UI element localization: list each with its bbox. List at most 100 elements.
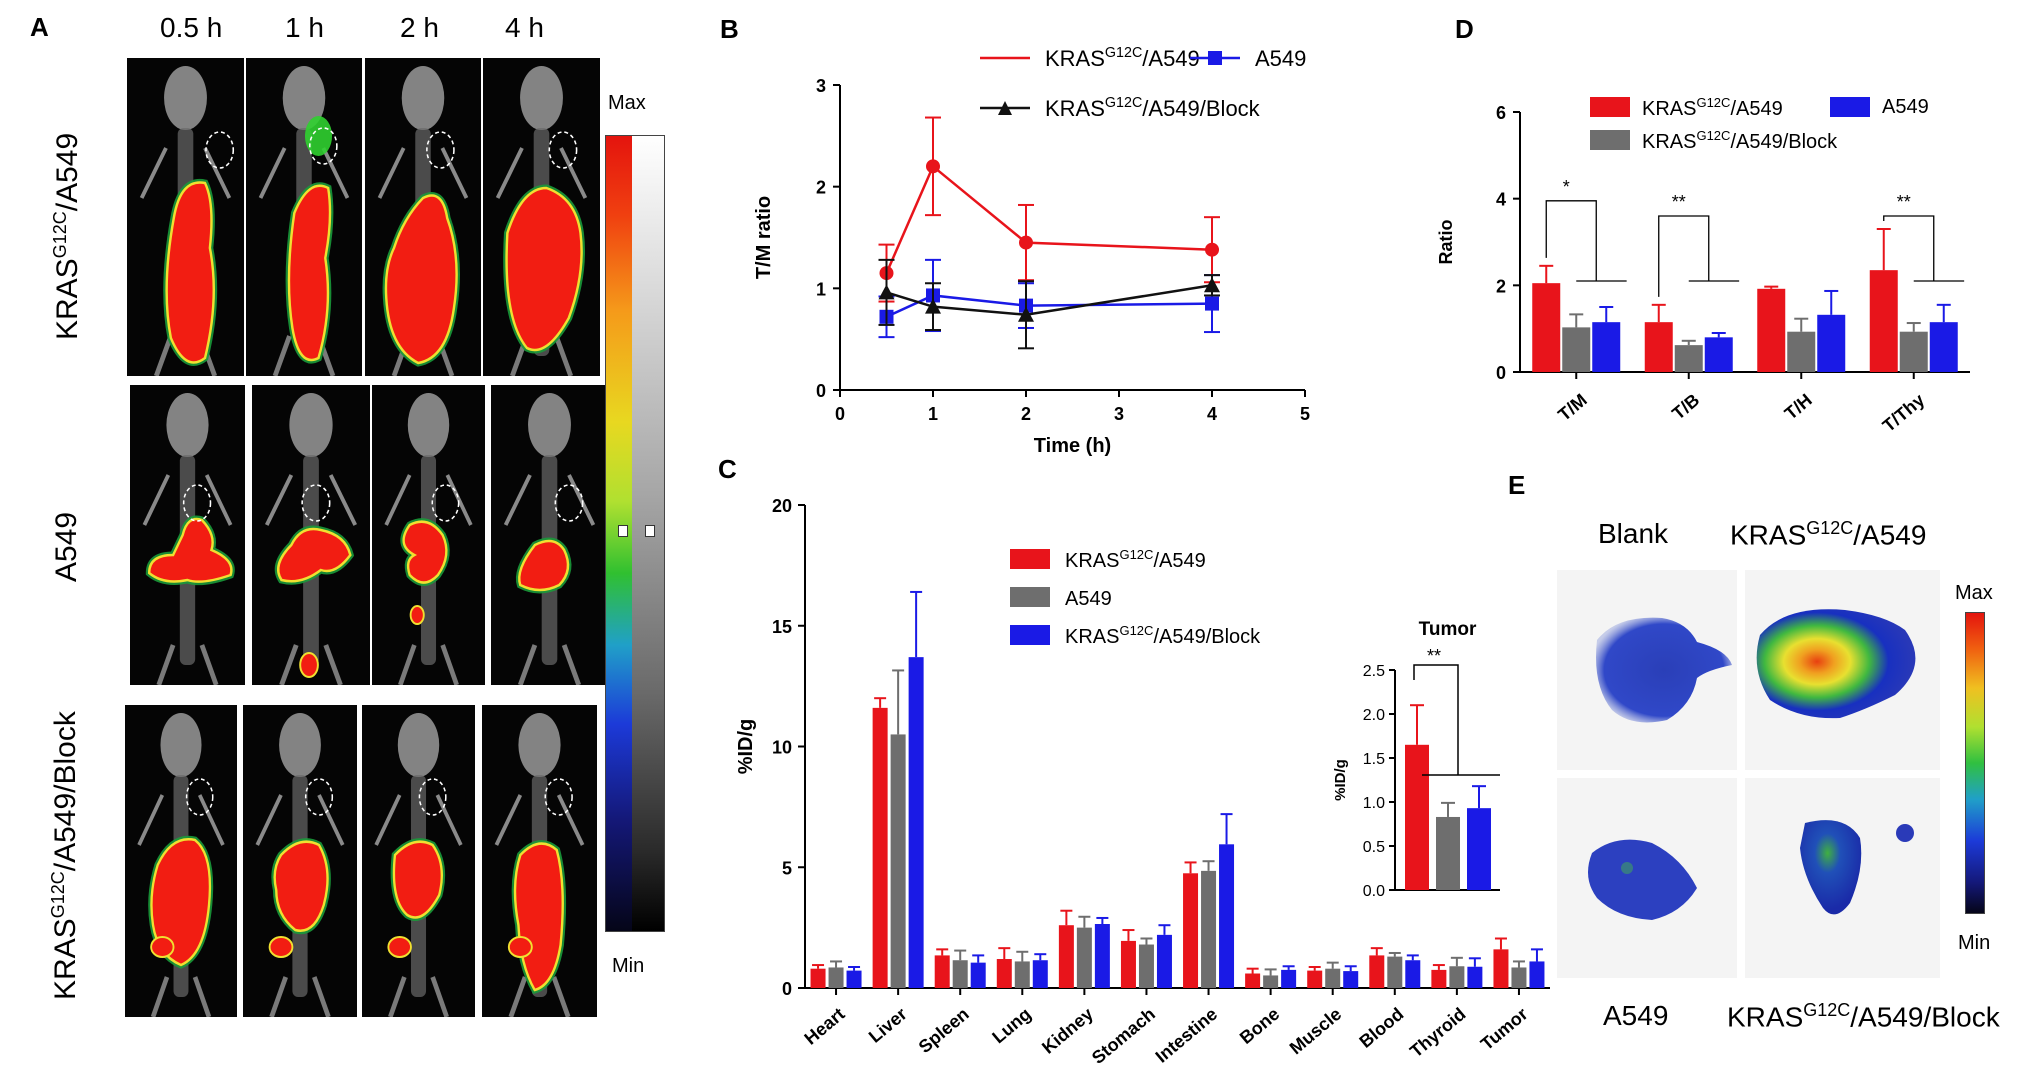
limb-shape xyxy=(517,644,538,685)
inset-sig-bracket xyxy=(1413,664,1459,775)
skull-shape xyxy=(518,713,561,777)
limb-shape xyxy=(156,644,176,685)
bar-2-2 xyxy=(970,962,986,988)
pet-scan-r0-c3 xyxy=(483,58,600,376)
y-tick-label: 20 xyxy=(772,496,792,516)
bar-2-10 xyxy=(1467,966,1483,988)
skull-shape xyxy=(166,393,209,457)
tumor-circle xyxy=(185,778,214,816)
bar-2-8 xyxy=(1343,971,1359,988)
point-0-2 xyxy=(1019,235,1033,250)
colorbar-a-handle-2[interactable] xyxy=(645,525,655,537)
bar-1-1 xyxy=(1674,345,1703,372)
bar-2-3 xyxy=(1032,960,1048,988)
chart-d-ratio-bars: 0 2 4 6 Ratio T/M * T/B ** T/H T/Thy ** KRASG12C/A54… xyxy=(1436,95,1970,436)
limb-shape xyxy=(197,794,225,846)
colorbar-e xyxy=(1965,612,1985,914)
limb-shape xyxy=(204,474,233,526)
panel-b-letter: B xyxy=(720,14,739,44)
time-label-0: 0.5 h xyxy=(160,12,223,43)
pet-scan-r0-c2 xyxy=(365,58,481,376)
e-label-blank: Blank xyxy=(1598,518,1669,549)
pet-scan-r1-c0 xyxy=(130,385,245,685)
limb-shape xyxy=(495,147,524,199)
limb-shape xyxy=(279,644,299,685)
y-tick-label: 3 xyxy=(816,76,826,96)
x-tick-label: Muscle xyxy=(1286,1004,1346,1059)
limb-shape xyxy=(269,976,288,1017)
x-tick-label: 2 xyxy=(1021,404,1031,424)
x-axis-label: Time (h) xyxy=(1034,435,1111,457)
uptake-region xyxy=(277,527,352,583)
limb-shape xyxy=(559,147,588,199)
spect-image-blank xyxy=(1557,570,1737,770)
limb-shape xyxy=(137,794,165,846)
y-tick-label: 1 xyxy=(816,279,826,299)
y-axis-label: T/M ratio xyxy=(753,196,775,279)
x-tick-label: 1 xyxy=(928,404,938,424)
x-tick-label: Liver xyxy=(865,1004,911,1047)
pet-scan-r1-c1 xyxy=(252,385,370,685)
e-label-kras: KRASG12C/A549 xyxy=(1730,518,1927,551)
skull-shape xyxy=(407,393,450,457)
bar-0-9 xyxy=(1369,955,1385,988)
bar-2-0 xyxy=(846,970,862,988)
bar-1-2 xyxy=(952,960,968,988)
tumor-circle xyxy=(431,484,460,522)
bar-1-10 xyxy=(1449,966,1465,988)
legend-swatch-block xyxy=(1590,130,1630,150)
x-tick-label: T/B xyxy=(1668,390,1703,424)
tumor-hotspot xyxy=(304,116,333,156)
pet-scan-r2-c1 xyxy=(243,705,357,1017)
time-label-2: 2 h xyxy=(400,12,439,43)
bar-0-2 xyxy=(1757,288,1786,372)
bar-0-3 xyxy=(996,959,1012,988)
legend-label-a549: A549 xyxy=(1882,96,1929,118)
sig-bracket-1 xyxy=(1658,215,1710,297)
bar-1-0 xyxy=(1562,327,1591,372)
x-tick-label: Bone xyxy=(1236,1004,1283,1048)
inset-y-tick-label: 1.5 xyxy=(1363,751,1385,768)
legend-swatch-2 xyxy=(1010,625,1050,645)
tumor-circle xyxy=(426,131,455,169)
inset-bar-1 xyxy=(1436,816,1460,890)
panel-e-letter: E xyxy=(1508,470,1526,500)
bar-1-2 xyxy=(1787,331,1816,372)
point-2-1 xyxy=(925,298,941,314)
tumor-circle xyxy=(301,484,331,522)
pet-scan-r0-c1 xyxy=(246,58,362,376)
colorbar-a-handle-1[interactable] xyxy=(618,525,628,537)
pet-scan-r2-c3 xyxy=(482,705,597,1017)
bar-2-1 xyxy=(908,657,924,988)
inset-bar-0 xyxy=(1405,744,1429,890)
tumor-circle xyxy=(304,778,334,816)
pet-scan-r2-c0 xyxy=(125,705,237,1017)
uptake-region xyxy=(505,186,583,352)
inset-y-tick-label: 2.0 xyxy=(1363,707,1385,724)
bar-2-4 xyxy=(1094,924,1110,988)
y-tick-label: 2 xyxy=(1496,276,1506,296)
skull-shape xyxy=(289,393,333,457)
limb-shape xyxy=(398,644,417,685)
bar-1-9 xyxy=(1387,956,1403,988)
bar-0-4 xyxy=(1058,925,1074,988)
bar-2-1 xyxy=(1704,337,1733,372)
bar-0-1 xyxy=(872,707,888,988)
uptake-region xyxy=(268,936,294,958)
x-tick-label: Lung xyxy=(988,1004,1035,1048)
colorbar-a-min: Min xyxy=(612,955,645,977)
limb-shape xyxy=(139,147,168,199)
tumor-circle xyxy=(205,131,235,169)
limb-shape xyxy=(494,794,523,846)
limb-shape xyxy=(328,474,358,526)
bar-2-9 xyxy=(1405,960,1421,988)
x-tick-label: Stomach xyxy=(1088,1004,1159,1068)
tumor-circle xyxy=(544,778,573,816)
y-axis-label: %ID/g xyxy=(735,719,757,775)
pet-scan-r1-c3 xyxy=(491,385,608,685)
uptake-region xyxy=(384,194,458,365)
e-label-block: KRASG12C/A549/Block xyxy=(1727,1000,2000,1033)
limb-shape xyxy=(321,147,350,199)
row-label-a549: A549 xyxy=(50,511,83,582)
skull-shape xyxy=(282,66,326,130)
